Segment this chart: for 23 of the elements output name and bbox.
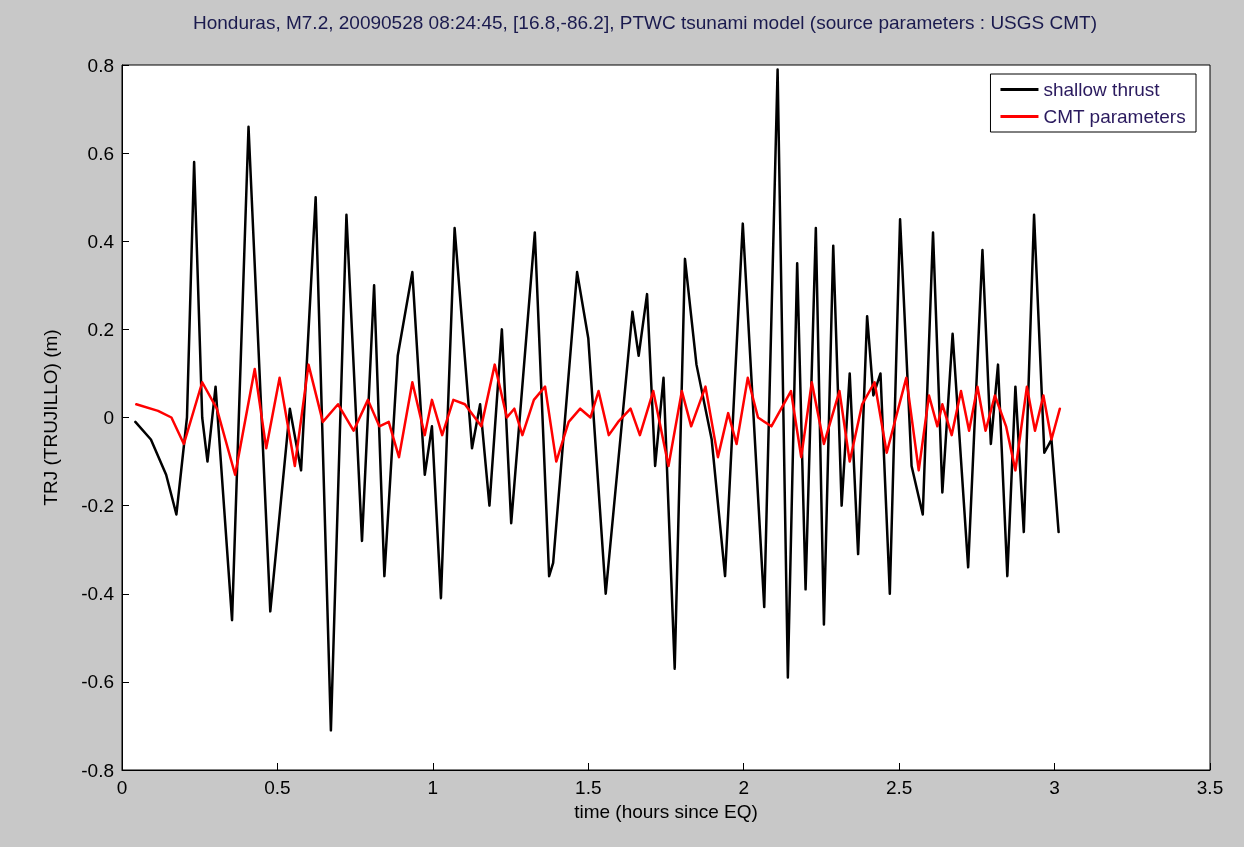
x-tick-label: 1 bbox=[427, 777, 439, 798]
y-tick-label: 0 bbox=[103, 407, 114, 428]
line-series bbox=[135, 363, 1062, 477]
y-tick-label: 0.4 bbox=[87, 230, 115, 252]
y-tick-label: 0.6 bbox=[87, 142, 114, 164]
x-tick-label: 0 bbox=[116, 777, 128, 798]
x-tick-label: 2 bbox=[738, 777, 749, 798]
x-tick-label: 1.5 bbox=[575, 777, 602, 798]
legend-label: CMT parameters bbox=[1043, 106, 1186, 127]
legend-label: shallow thrust bbox=[1043, 79, 1161, 100]
x-tick-label: 2.5 bbox=[885, 777, 913, 798]
y-tick-label: -0.6 bbox=[81, 671, 114, 693]
chart-title: Honduras, M7.2, 20090528 08:24:45, [16.8,-86.2], PTWC tsunami model (source parameters : USGS CMT) bbox=[193, 12, 1097, 33]
y-tick-label: -0.8 bbox=[81, 759, 114, 781]
x-tick-label: 0.5 bbox=[264, 777, 291, 798]
y-axis-title: TRJ (TRUJILLO) (m) bbox=[40, 329, 61, 506]
y-tick-label: -0.4 bbox=[81, 583, 115, 605]
y-tick-label: 0.2 bbox=[87, 318, 114, 340]
x-tick-label: 3.5 bbox=[1196, 777, 1224, 798]
x-tick-label: 3 bbox=[1049, 777, 1060, 798]
y-tick-label: 0.8 bbox=[87, 54, 114, 76]
x-axis-title: time (hours since EQ) bbox=[574, 800, 758, 822]
y-tick-label: -0.2 bbox=[81, 495, 114, 517]
